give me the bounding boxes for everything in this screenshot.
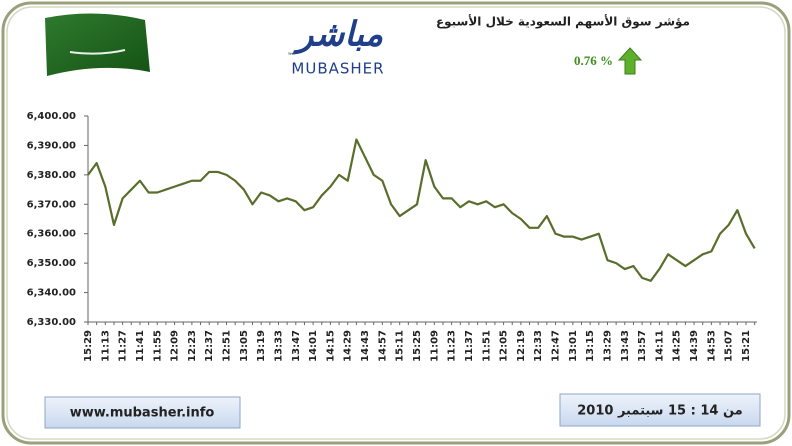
- x-tick-label: 11:09: [429, 330, 440, 362]
- x-tick-label: 11:37: [464, 330, 475, 362]
- x-tick-label: 14:39: [689, 330, 700, 362]
- x-tick-label: 13:15: [585, 330, 596, 362]
- x-tick-label: 11:13: [100, 330, 111, 362]
- y-tick-label: 6,390.00: [27, 140, 76, 151]
- x-tick-label: 12:51: [222, 330, 233, 362]
- x-tick-label: 13:57: [637, 330, 648, 362]
- x-tick-label: 14:53: [706, 330, 717, 362]
- x-tick-label: 12:37: [204, 330, 215, 362]
- x-tick-label: 13:43: [620, 330, 631, 362]
- x-tick-label: 15:07: [724, 330, 735, 362]
- x-tick-label: 15:29: [83, 330, 94, 362]
- date-box: [559, 393, 761, 427]
- logo-tm: ™: [287, 52, 295, 61]
- y-tick-label: 6,340.00: [27, 288, 76, 299]
- x-tick-label: 13:29: [602, 330, 613, 362]
- logo-latin: MUBASHER: [291, 60, 384, 78]
- x-tick-label: 11:23: [447, 330, 458, 362]
- x-tick-label: 12:47: [551, 330, 562, 362]
- x-tick-label: 13:47: [291, 330, 302, 362]
- website: www.mubasher.info: [70, 406, 215, 421]
- x-tick-label: 13:05: [239, 330, 250, 362]
- x-tick-label: 14:57: [377, 330, 388, 362]
- x-tick-label: 12:33: [533, 330, 544, 362]
- y-tick-label: 6,350.00: [27, 258, 76, 269]
- date: من 14 : 15 سبتمبر 2010: [577, 404, 742, 419]
- x-tick-label: 14:15: [325, 330, 336, 362]
- x-tick-label: 15:21: [741, 330, 752, 362]
- x-tick-label: 12:23: [187, 330, 198, 362]
- logo-arabic: مباشر: [292, 15, 383, 55]
- x-tick-label: 12:05: [499, 330, 510, 362]
- frame-inner: [6, 6, 786, 440]
- x-tick-label: 15:11: [395, 330, 406, 362]
- x-tick-label: 12:09: [170, 330, 181, 362]
- x-tick-label: 13:19: [256, 330, 267, 362]
- flag-sword: [69, 49, 126, 55]
- x-tick-label: 13:01: [568, 330, 579, 362]
- x-tick-label: 12:19: [516, 330, 527, 362]
- x-tick-label: 11:51: [481, 330, 492, 362]
- flag: [45, 13, 150, 77]
- x-tick-label: 14:11: [654, 330, 665, 362]
- x-tick-label: 14:25: [672, 330, 683, 362]
- website-box: [44, 396, 241, 429]
- chart-title: مؤشر سوق الأسهم السعودية خلال الأسبوع: [436, 14, 690, 30]
- y-tick-label: 6,380.00: [27, 170, 76, 181]
- x-tick-label: 11:27: [118, 330, 129, 362]
- y-tick-label: 6,400.00: [27, 111, 76, 122]
- line: [87, 138, 756, 282]
- x-tick-label: 14:43: [360, 330, 371, 362]
- x-tick-label: 14:01: [308, 330, 319, 362]
- up-arrow: [617, 47, 643, 75]
- x-tick-label: 14:29: [343, 330, 354, 362]
- y-tick-label: 6,360.00: [27, 229, 76, 240]
- x-tick-label: 15:25: [412, 330, 423, 362]
- y-tick-label: 6,330.00: [27, 317, 76, 328]
- y-tick-label: 6,370.00: [27, 199, 76, 210]
- change: 0.76 %: [574, 53, 613, 68]
- x-tick-label: 13:33: [273, 330, 284, 362]
- x-tick-label: 11:41: [135, 330, 146, 362]
- x-tick-label: 11:55: [152, 330, 163, 362]
